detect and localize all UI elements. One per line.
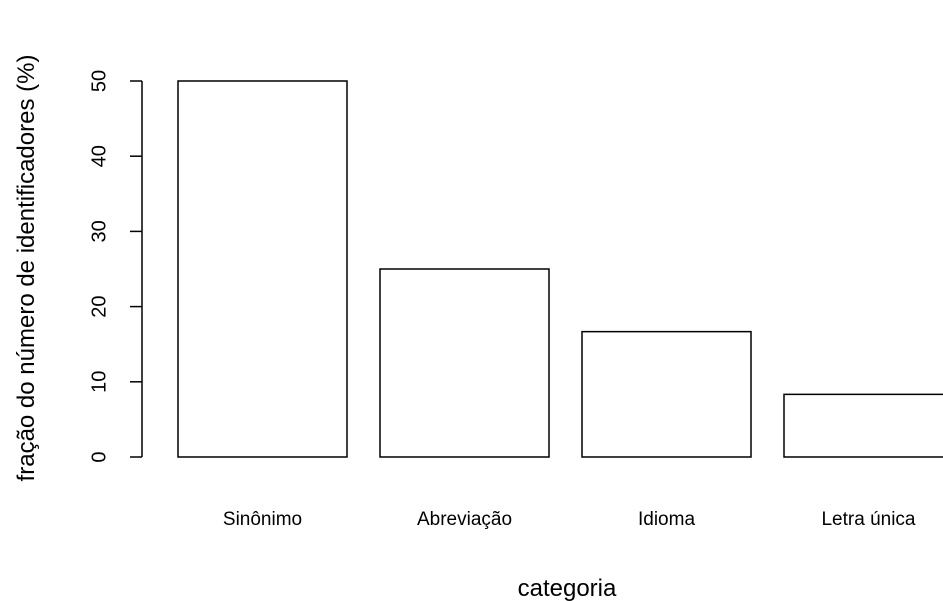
y-axis: 0 10 20 30 40 50 (88, 70, 143, 463)
bar (783, 393, 943, 458)
y-tick-label: 0 (88, 451, 110, 462)
y-tick-label: 30 (88, 220, 110, 242)
category-label: Sinônimo (223, 509, 302, 530)
y-tick-label: 10 (88, 371, 110, 393)
category-labels: Sinônimo Abreviação Idioma Letra única (223, 509, 916, 530)
y-axis-label: fração do número de identificadores (%) (13, 55, 40, 482)
x-axis-label: categoria (518, 575, 617, 601)
y-tick-label: 20 (88, 295, 110, 317)
bars (177, 80, 943, 458)
category-label: Letra única (821, 509, 915, 530)
bar (177, 80, 348, 458)
category-label: Abreviação (417, 509, 512, 530)
category-label: Idioma (638, 509, 695, 530)
bar (581, 330, 752, 458)
y-tick-label: 40 (88, 145, 110, 167)
y-tick-label: 50 (88, 70, 110, 92)
bar (379, 268, 550, 458)
